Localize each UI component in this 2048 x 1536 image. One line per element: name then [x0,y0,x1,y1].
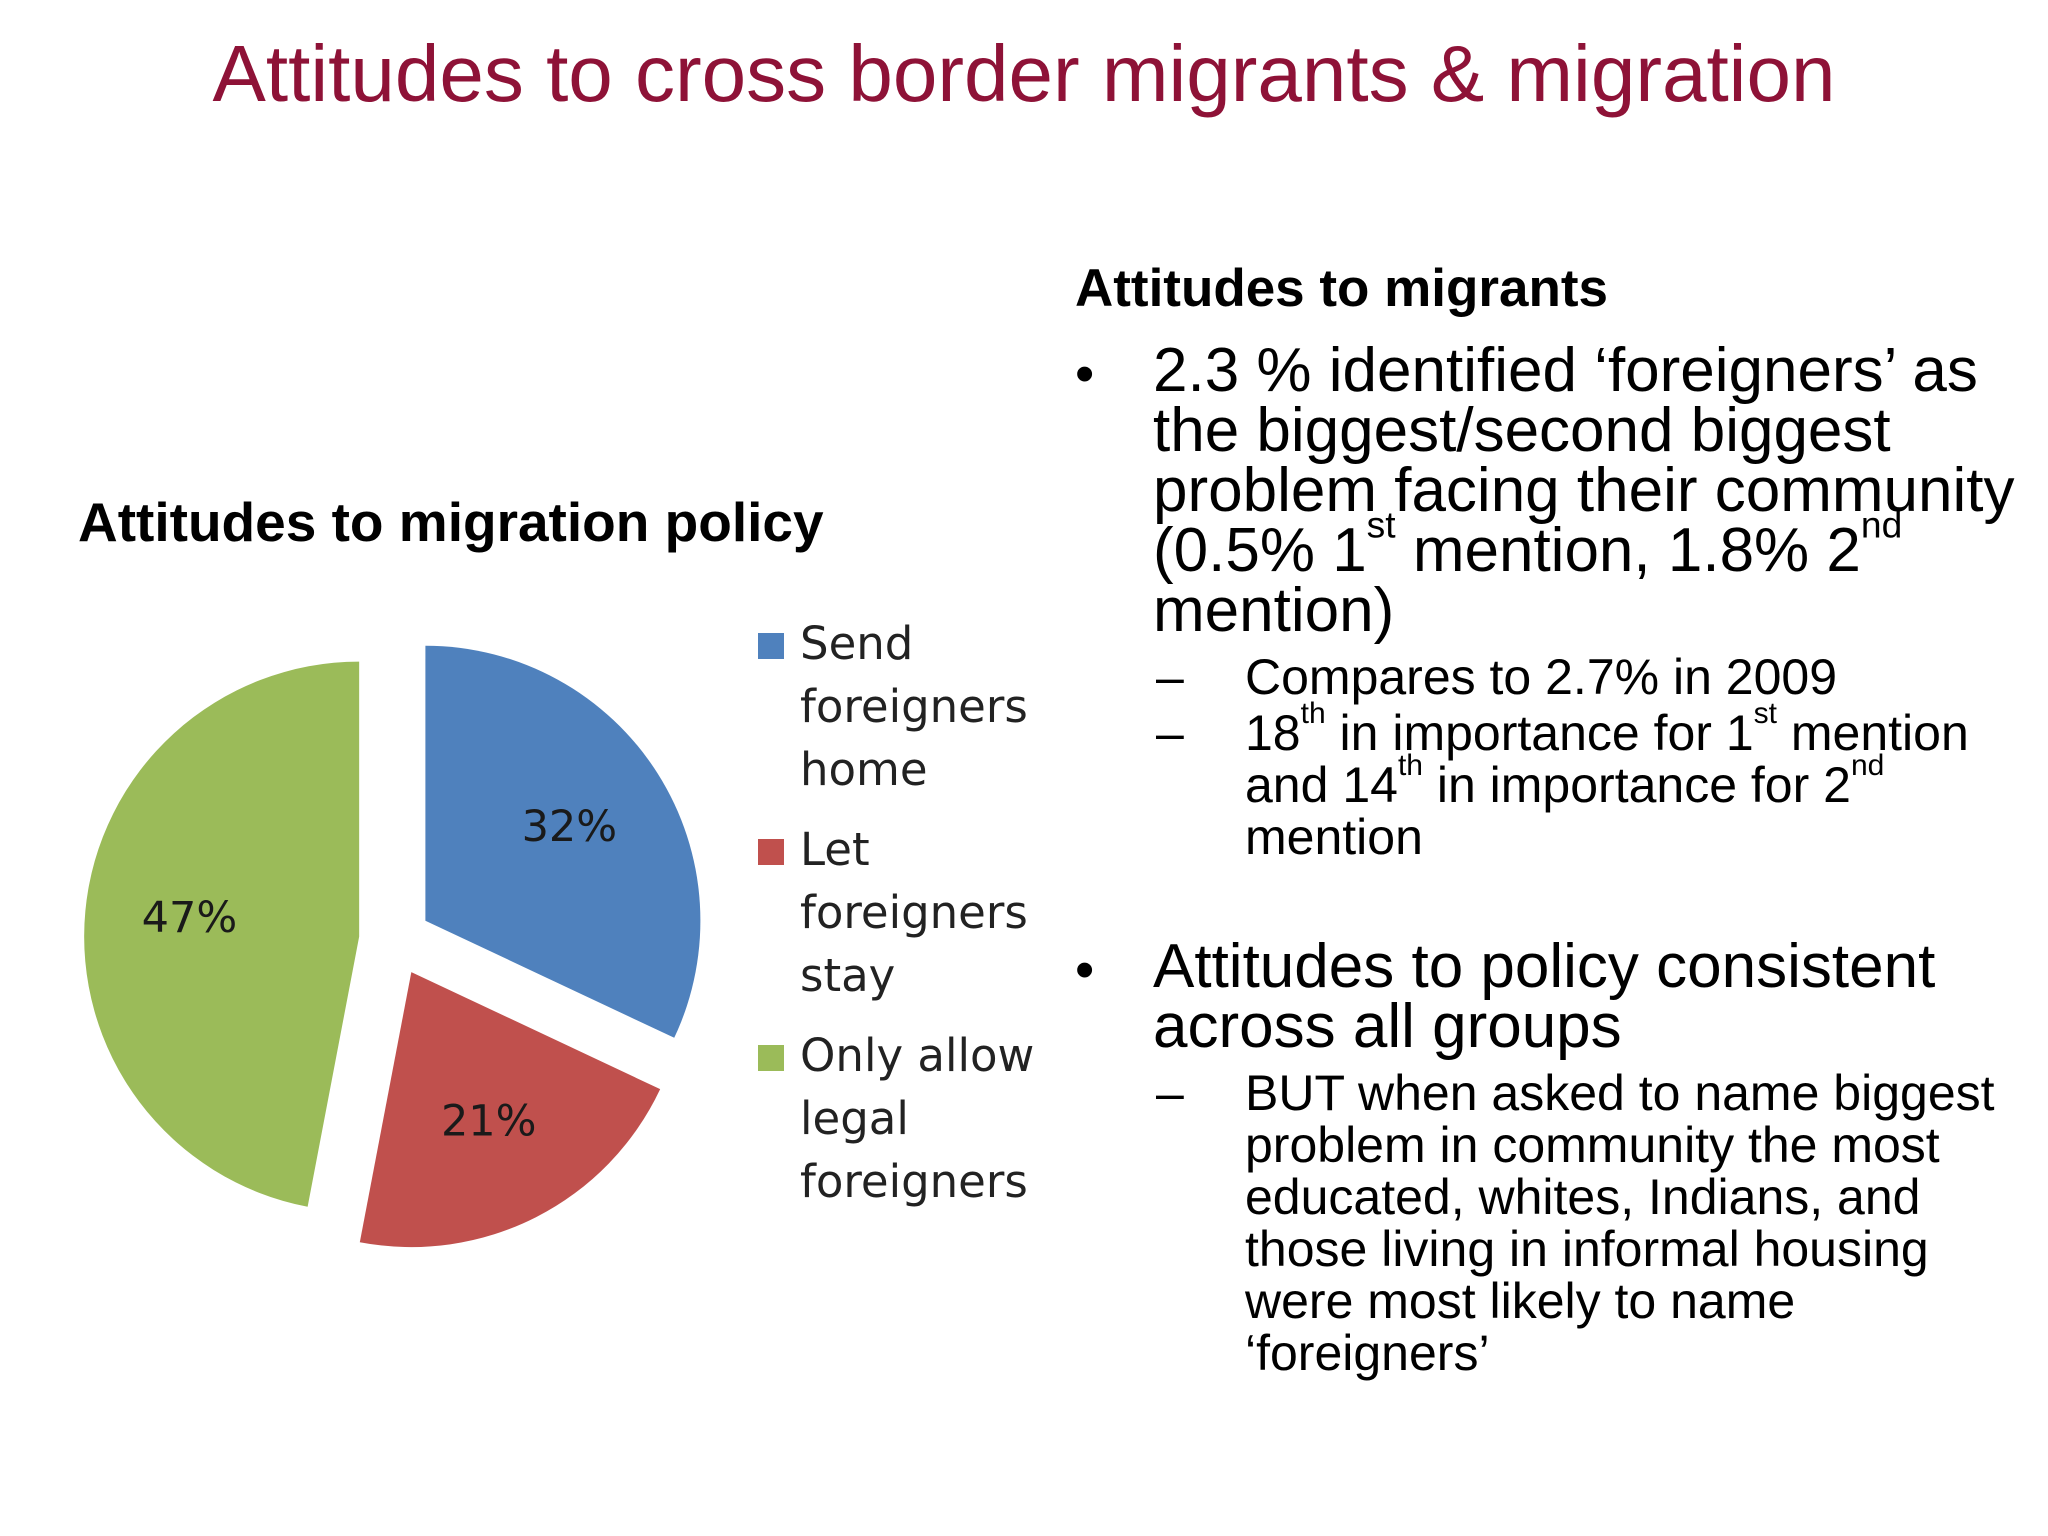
pie-data-label: 21% [441,1096,537,1146]
pie-slice-let-foreigners-stay [359,972,661,1248]
sub-item-importance-rank: –18th in importance for 1st mention and … [1156,697,1969,865]
legend-item-let-foreigners-stay: Let foreigners stay [758,818,1058,1007]
bullet-mark: • [1075,342,1095,404]
section-heading: Attitudes to migrants [1075,259,1608,318]
bullet-policy-consistent: • Attitudes to policy consistent across … [1075,932,2035,1380]
sub-item-but-when-asked: – BUT when asked to name biggest problem … [1156,1065,1995,1381]
legend-label: Let foreigners stay [800,823,1028,1002]
legend-swatch [758,839,784,865]
legend-label: Send foreigners home [800,617,1028,796]
sub-list: – Compares to 2.7% in 2009 –18th in impor… [1153,651,2035,863]
legend-item-send-foreigners-home: Send foreigners home [758,612,1058,801]
sub-list: – BUT when asked to name biggest problem … [1153,1067,2035,1379]
pie-data-label: 47% [142,893,238,943]
bullet-mark: • [1075,938,1095,1000]
legend-item-only-allow-legal-foreigners: Only allow legal foreigners [758,1024,1058,1213]
chart-legend: Send foreigners home Let foreigners stay… [758,612,1058,1230]
pie-data-label: 32% [522,802,618,852]
legend-label: Only allow legal foreigners [800,1029,1035,1208]
chart-title: Attitudes to migration policy [78,491,824,553]
right-panel: Attitudes to migrants • 2.3 % identified… [1075,258,2035,1383]
slide-title: Attitudes to cross border migrants & mig… [212,29,1836,118]
bullet-text: Attitudes to policy consistent across al… [1153,932,1936,1061]
bullet-text: 2.3 % identified ‘foreigners’ as the big… [1153,336,2015,645]
legend-swatch [758,633,784,659]
pie-chart: 32% 21% 47% [84,645,701,1248]
legend-swatch [758,1045,784,1071]
sub-item-compares-2009: – Compares to 2.7% in 2009 [1156,649,1838,705]
pie-slice-send-foreigners-home [425,645,701,1038]
dash-mark: – [1156,705,1184,761]
pie-slice-only-allow-legal-foreigners [84,661,360,1207]
bullet-foreigners-problem: • 2.3 % identified ‘foreigners’ as the b… [1075,336,2035,864]
dash-mark: – [1156,1065,1184,1121]
dash-mark: – [1156,649,1184,705]
